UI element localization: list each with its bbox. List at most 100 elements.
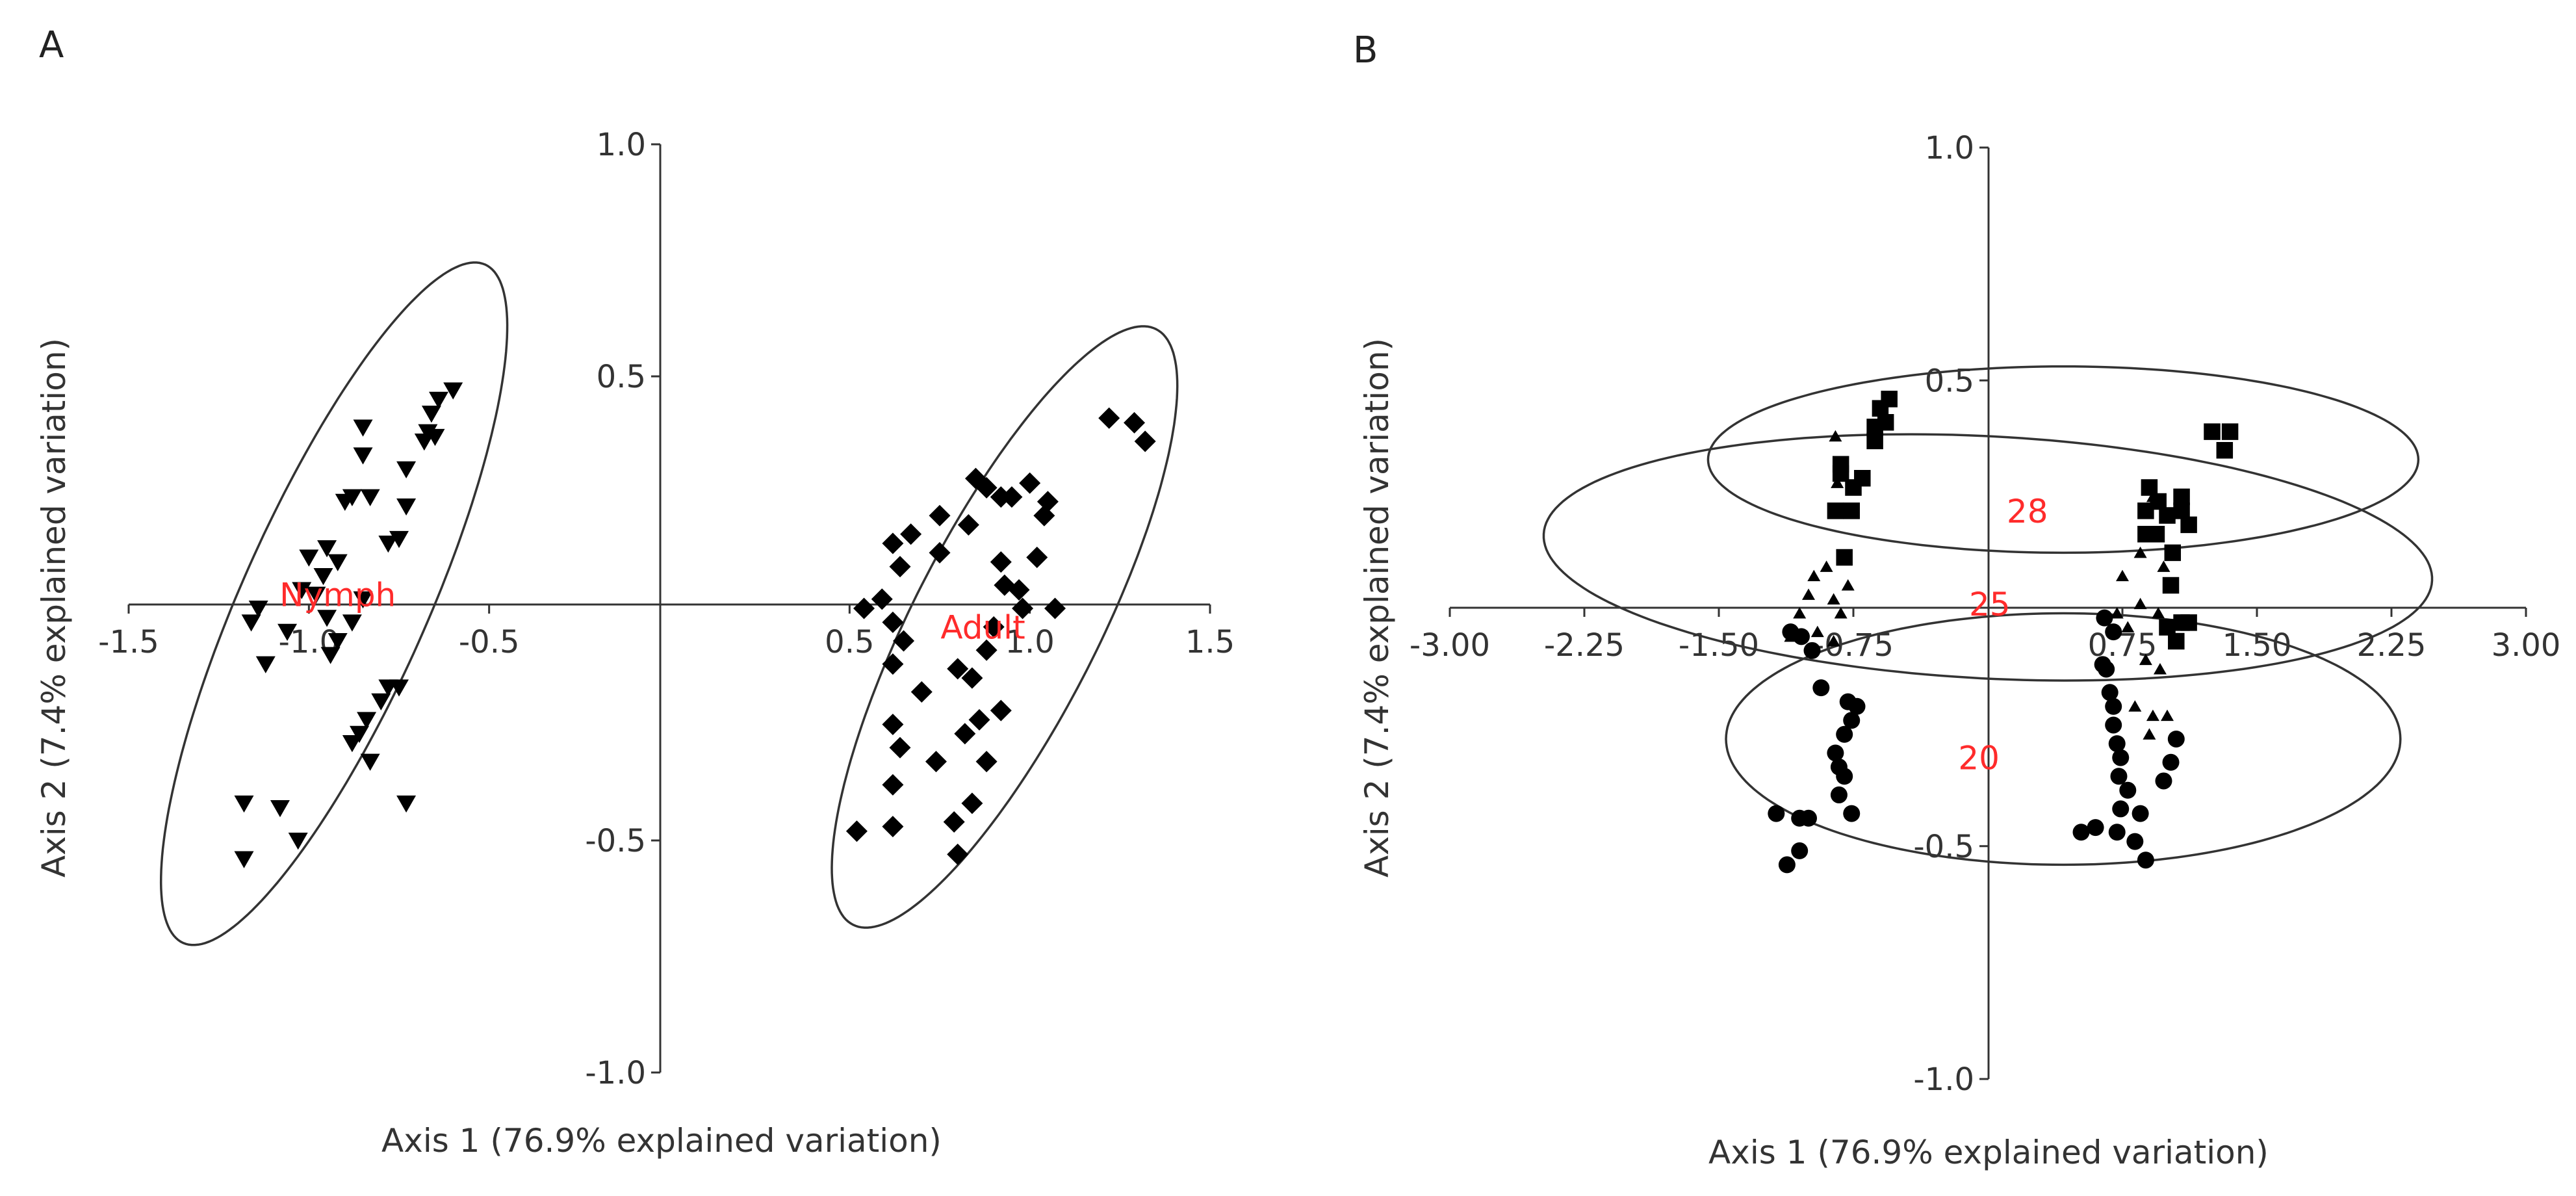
panel-a-point-adult	[954, 723, 976, 745]
panel-a-point-adult	[893, 630, 915, 652]
panel-a-y-tick-label: 0.5	[597, 359, 646, 395]
panel-b-point-25	[1834, 607, 1848, 619]
panel-a-point-nymph	[360, 489, 380, 506]
panel-a-point-nymph	[317, 610, 337, 627]
panel-a-point-nymph	[349, 725, 369, 744]
panel-a-point-nymph	[360, 753, 380, 771]
panel-b-x-tick-label: -3.00	[1410, 627, 1490, 664]
panel-b-point-25	[1820, 560, 1833, 572]
panel-b-point-20	[2105, 697, 2122, 715]
panel-b-point-20	[2096, 609, 2113, 627]
panel-a-point-adult	[929, 541, 951, 564]
panel-b-point-25	[2128, 700, 2142, 712]
panel-a-point-nymph	[443, 382, 463, 400]
panel-b-point-25	[2116, 569, 2129, 582]
panel-b-axes	[1450, 148, 2526, 1079]
panel-b-label: B	[1353, 29, 1378, 72]
panel-b-x-tick-label: -2.25	[1544, 627, 1625, 664]
panel-b-point-20	[1836, 768, 1853, 785]
panel-b-point-25	[2153, 662, 2167, 675]
panel-a-point-nymph	[378, 536, 398, 553]
panel-b-point-20	[2108, 824, 2126, 841]
panel-b-point-25	[2121, 621, 2135, 632]
panel-a-ellipse-adult	[831, 325, 1179, 929]
panel-a-ellipse-nymph	[159, 261, 509, 946]
panel-b-point-20	[1843, 712, 1861, 729]
panel-a-point-adult	[1033, 504, 1055, 526]
panel-a-x-axis-title: Axis 1 (76.9% explained variation)	[381, 1122, 942, 1160]
panel-a-point-adult	[889, 556, 911, 578]
panel-b-point-28	[2204, 423, 2221, 440]
panel-a-point-nymph	[328, 554, 348, 571]
panel-a-point-nymph	[328, 632, 348, 651]
panel-a-point-nymph	[342, 614, 362, 632]
panel-b-point-25	[2110, 607, 2124, 619]
panel-a-point-nymph	[292, 582, 312, 599]
panel-b-point-25	[1802, 588, 1815, 600]
panel-b-ellipse-25	[1542, 433, 2434, 682]
panel-a-point-nymph	[288, 833, 308, 850]
panel-a-point-adult	[845, 820, 868, 842]
panel-b-point-20	[1848, 697, 1866, 715]
panel-a-x-tick-label: 0.5	[825, 624, 874, 660]
panel-a-point-nymph	[429, 391, 449, 409]
panel-a-point-nymph	[277, 623, 298, 641]
panel-a-points	[234, 382, 1156, 868]
panel-a-y-tick-label: -0.5	[585, 823, 646, 859]
panel-b-point-20	[2087, 819, 2104, 837]
panel-b-point-20	[1791, 842, 1809, 859]
panel-a-point-adult	[853, 597, 875, 619]
panel-a-group-label-nymph: Nymph	[279, 577, 396, 614]
panel-b-x-axis-title: Axis 1 (76.9% explained variation)	[1708, 1134, 2269, 1171]
panel-b-point-20	[2132, 805, 2149, 822]
panel-a-point-adult	[1044, 597, 1066, 619]
panel-a-y-tick-label: -1.0	[585, 1055, 646, 1091]
panel-b-point-20	[1843, 805, 1861, 822]
panel-b-point-28	[2221, 423, 2239, 440]
panel-a-point-nymph	[234, 851, 254, 868]
panel-b-group-label-25: 25	[1969, 586, 2011, 623]
panel-a-x-tick-label: 1.5	[1185, 624, 1235, 660]
panel-a-point-adult	[882, 816, 904, 838]
panel-a-point-nymph	[234, 795, 254, 813]
panel-b-point-20	[2137, 852, 2154, 869]
panel-b-point-28	[2164, 544, 2182, 562]
panel-b-point-25	[1829, 430, 1842, 442]
panel-b-point-28	[2173, 502, 2190, 519]
panel-a-point-adult	[947, 843, 969, 865]
panel-a-point-adult	[943, 811, 965, 833]
panel-a-point-adult	[889, 736, 911, 759]
panel-a-point-nymph	[241, 614, 261, 632]
panel-a-point-nymph	[317, 540, 337, 558]
panel-b-point-20	[2105, 623, 2122, 641]
panel-b-point-20	[2098, 660, 2115, 678]
panel-b-point-20	[1792, 628, 1810, 645]
panel-b-point-20	[1812, 679, 1830, 697]
panel-a-point-nymph	[414, 433, 434, 451]
panel-a-ticks: -1.5 -1.0 -0.5 0.5 1.0 1.51.00.5-0.5-1.0	[98, 127, 1235, 1091]
panel-a-point-adult	[957, 514, 979, 536]
panel-b-point-25	[1827, 634, 1840, 647]
panel-b-point-28	[2159, 507, 2176, 524]
panel-a-point-adult	[990, 699, 1012, 722]
panel-b-point-20	[2110, 768, 2128, 785]
panel-b-point-25	[2152, 607, 2165, 619]
panel-a-point-nymph	[371, 693, 391, 711]
panel-a-point-nymph	[255, 656, 276, 673]
panel-b-point-25	[2146, 490, 2159, 502]
panel-a-point-adult	[882, 653, 904, 675]
panel-b-point-25	[1831, 476, 1844, 488]
panel-a-point-adult	[1134, 430, 1156, 452]
panel-b-point-25	[2139, 653, 2152, 666]
panel-a-point-nymph	[425, 428, 445, 447]
panel-b-x-tick-label: 2.25	[2357, 627, 2427, 664]
panel-b-point-20	[2162, 753, 2180, 771]
panel-b-points	[1768, 391, 2239, 874]
panel-b-point-25	[2133, 546, 2147, 558]
panel-b-group-label-20: 20	[1958, 740, 2000, 777]
panel-a-y-axis-title: Axis 2 (7.4% explained variation)	[35, 338, 73, 878]
panel-a-point-adult	[983, 616, 1005, 638]
panel-a-point-nymph	[396, 795, 417, 813]
panel-a-point-adult	[990, 551, 1012, 573]
